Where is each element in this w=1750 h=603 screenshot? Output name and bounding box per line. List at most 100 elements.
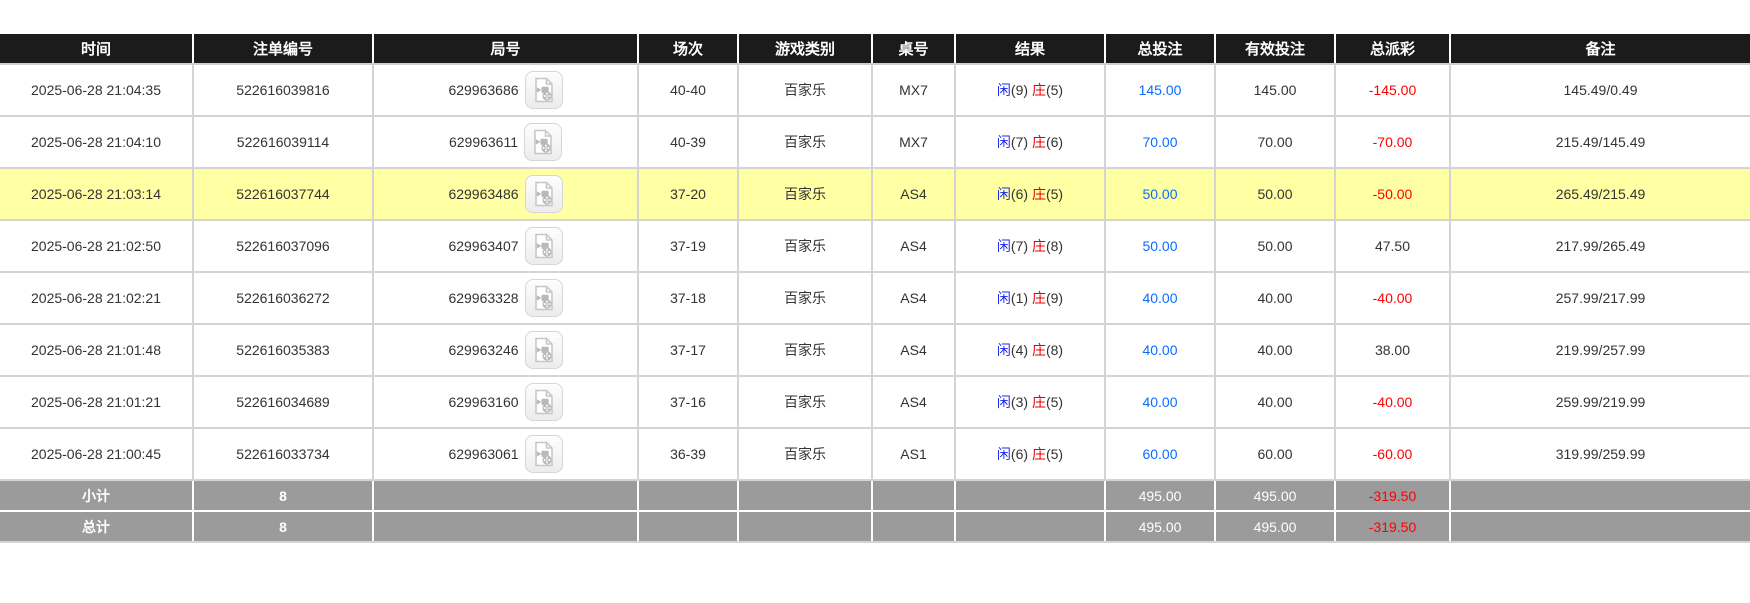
video-replay-button[interactable] — [524, 123, 563, 161]
result-player-label: 闲 — [996, 290, 1011, 306]
cell-bet-id: 522616034689 — [192, 375, 374, 429]
result-banker-score: (8) — [1045, 342, 1064, 358]
cell-result: 闲(9) 庄(5) — [954, 63, 1106, 117]
video-replay-icon — [534, 233, 553, 259]
table-row[interactable]: 2025-06-28 21:02:50 522616037096 629963407… — [0, 219, 1750, 273]
col-header-valid-bet: 有效投注 — [1214, 32, 1336, 65]
cell-time: 2025-06-28 21:04:10 — [0, 115, 194, 169]
cell-total-bet: 50.00 — [1104, 219, 1216, 273]
cell-bet-id: 522616036272 — [192, 271, 374, 325]
video-replay-button[interactable] — [524, 175, 563, 213]
grand-total-row: 总计 8 495.00 495.00 -319.50 — [0, 510, 1750, 543]
cell-session: 36-39 — [637, 427, 739, 481]
grand-total-total-payout: -319.50 — [1334, 510, 1451, 543]
cell-time: 2025-06-28 21:02:50 — [0, 219, 194, 273]
round-id-group: 629963246 — [448, 331, 563, 369]
grand-total-empty-session — [637, 510, 739, 543]
result-banker-label: 庄 — [1031, 238, 1046, 254]
result-player-label: 闲 — [996, 134, 1011, 150]
round-id-group: 629963486 — [448, 175, 563, 213]
video-replay-icon — [534, 389, 553, 415]
table-row[interactable]: 2025-06-28 21:00:45 522616033734 629963061… — [0, 427, 1750, 481]
col-header-total-bet: 总投注 — [1104, 32, 1216, 65]
cell-bet-id: 522616039816 — [192, 63, 374, 117]
subtotal-empty-result — [954, 479, 1106, 512]
video-replay-icon — [534, 181, 553, 207]
cell-game-type: 百家乐 — [737, 219, 873, 273]
result-banker-score: (5) — [1045, 446, 1064, 462]
round-id-group: 629963686 — [448, 71, 563, 109]
cell-remark: 219.99/257.99 — [1449, 323, 1750, 377]
cell-total-payout: -40.00 — [1334, 375, 1451, 429]
table-row[interactable]: 2025-06-28 21:03:14 522616037744 629963486… — [0, 167, 1750, 221]
col-header-round-id: 局号 — [372, 32, 639, 65]
subtotal-empty-table — [871, 479, 956, 512]
cell-round-id: 629963611 — [372, 115, 639, 169]
table-row[interactable]: 2025-06-28 21:02:21 522616036272 629963328… — [0, 271, 1750, 325]
video-replay-button[interactable] — [524, 383, 563, 421]
cell-remark: 145.49/0.49 — [1449, 63, 1750, 117]
subtotal-empty-session — [637, 479, 739, 512]
cell-total-payout: 47.50 — [1334, 219, 1451, 273]
video-replay-button[interactable] — [524, 71, 563, 109]
round-id-group: 629963328 — [448, 279, 563, 317]
cell-remark: 257.99/217.99 — [1449, 271, 1750, 325]
video-replay-icon — [534, 129, 552, 155]
cell-session: 37-19 — [637, 219, 739, 273]
round-id: 629963246 — [448, 342, 519, 358]
subtotal-total-bet: 495.00 — [1104, 479, 1216, 512]
cell-time: 2025-06-28 21:02:21 — [0, 271, 194, 325]
cell-game-type: 百家乐 — [737, 115, 873, 169]
result-player-score: (6) — [1010, 186, 1029, 202]
table-row[interactable]: 2025-06-28 21:04:35 522616039816 629963686… — [0, 63, 1750, 117]
cell-session: 40-39 — [637, 115, 739, 169]
cell-table-no: MX7 — [871, 115, 956, 169]
cell-round-id: 629963486 — [372, 167, 639, 221]
col-header-remark: 备注 — [1449, 32, 1750, 65]
table-row[interactable]: 2025-06-28 21:04:10 522616039114 629963611… — [0, 115, 1750, 169]
cell-valid-bet: 40.00 — [1214, 323, 1336, 377]
table-row[interactable]: 2025-06-28 21:01:21 522616034689 629963160… — [0, 375, 1750, 429]
video-replay-button[interactable] — [524, 331, 563, 369]
cell-valid-bet: 70.00 — [1214, 115, 1336, 169]
result-player-label: 闲 — [996, 238, 1011, 254]
cell-session: 40-40 — [637, 63, 739, 117]
col-header-game-type: 游戏类别 — [737, 32, 873, 65]
cell-total-bet: 50.00 — [1104, 167, 1216, 221]
cell-total-payout: 38.00 — [1334, 323, 1451, 377]
video-replay-icon — [534, 77, 553, 103]
round-id: 629963061 — [448, 446, 519, 462]
cell-time: 2025-06-28 21:01:21 — [0, 375, 194, 429]
cell-session: 37-20 — [637, 167, 739, 221]
cell-remark: 319.99/259.99 — [1449, 427, 1750, 481]
cell-valid-bet: 50.00 — [1214, 167, 1336, 221]
cell-valid-bet: 40.00 — [1214, 271, 1336, 325]
grand-total-valid-bet: 495.00 — [1214, 510, 1336, 543]
col-header-table-no: 桌号 — [871, 32, 956, 65]
subtotal-empty-round — [372, 479, 639, 512]
cell-valid-bet: 50.00 — [1214, 219, 1336, 273]
result-player-score: (3) — [1010, 394, 1029, 410]
result-player-label: 闲 — [996, 446, 1011, 462]
result-banker-label: 庄 — [1031, 342, 1046, 358]
video-replay-button[interactable] — [524, 279, 563, 317]
cell-round-id: 629963328 — [372, 271, 639, 325]
grand-total-empty-round — [372, 510, 639, 543]
round-id: 629963486 — [448, 186, 519, 202]
cell-table-no: AS4 — [871, 375, 956, 429]
result-banker-score: (6) — [1045, 134, 1064, 150]
round-id: 629963160 — [448, 394, 519, 410]
cell-total-payout: -40.00 — [1334, 271, 1451, 325]
cell-bet-id: 522616039114 — [192, 115, 374, 169]
video-replay-button[interactable] — [524, 435, 563, 473]
cell-game-type: 百家乐 — [737, 167, 873, 221]
subtotal-empty-game — [737, 479, 873, 512]
result-player-score: (7) — [1010, 134, 1029, 150]
video-replay-button[interactable] — [524, 227, 563, 265]
subtotal-label: 小计 — [0, 479, 194, 512]
cell-total-bet: 40.00 — [1104, 323, 1216, 377]
table-row[interactable]: 2025-06-28 21:01:48 522616035383 629963246… — [0, 323, 1750, 377]
cell-game-type: 百家乐 — [737, 271, 873, 325]
result-banker-label: 庄 — [1031, 134, 1046, 150]
cell-table-no: AS4 — [871, 219, 956, 273]
